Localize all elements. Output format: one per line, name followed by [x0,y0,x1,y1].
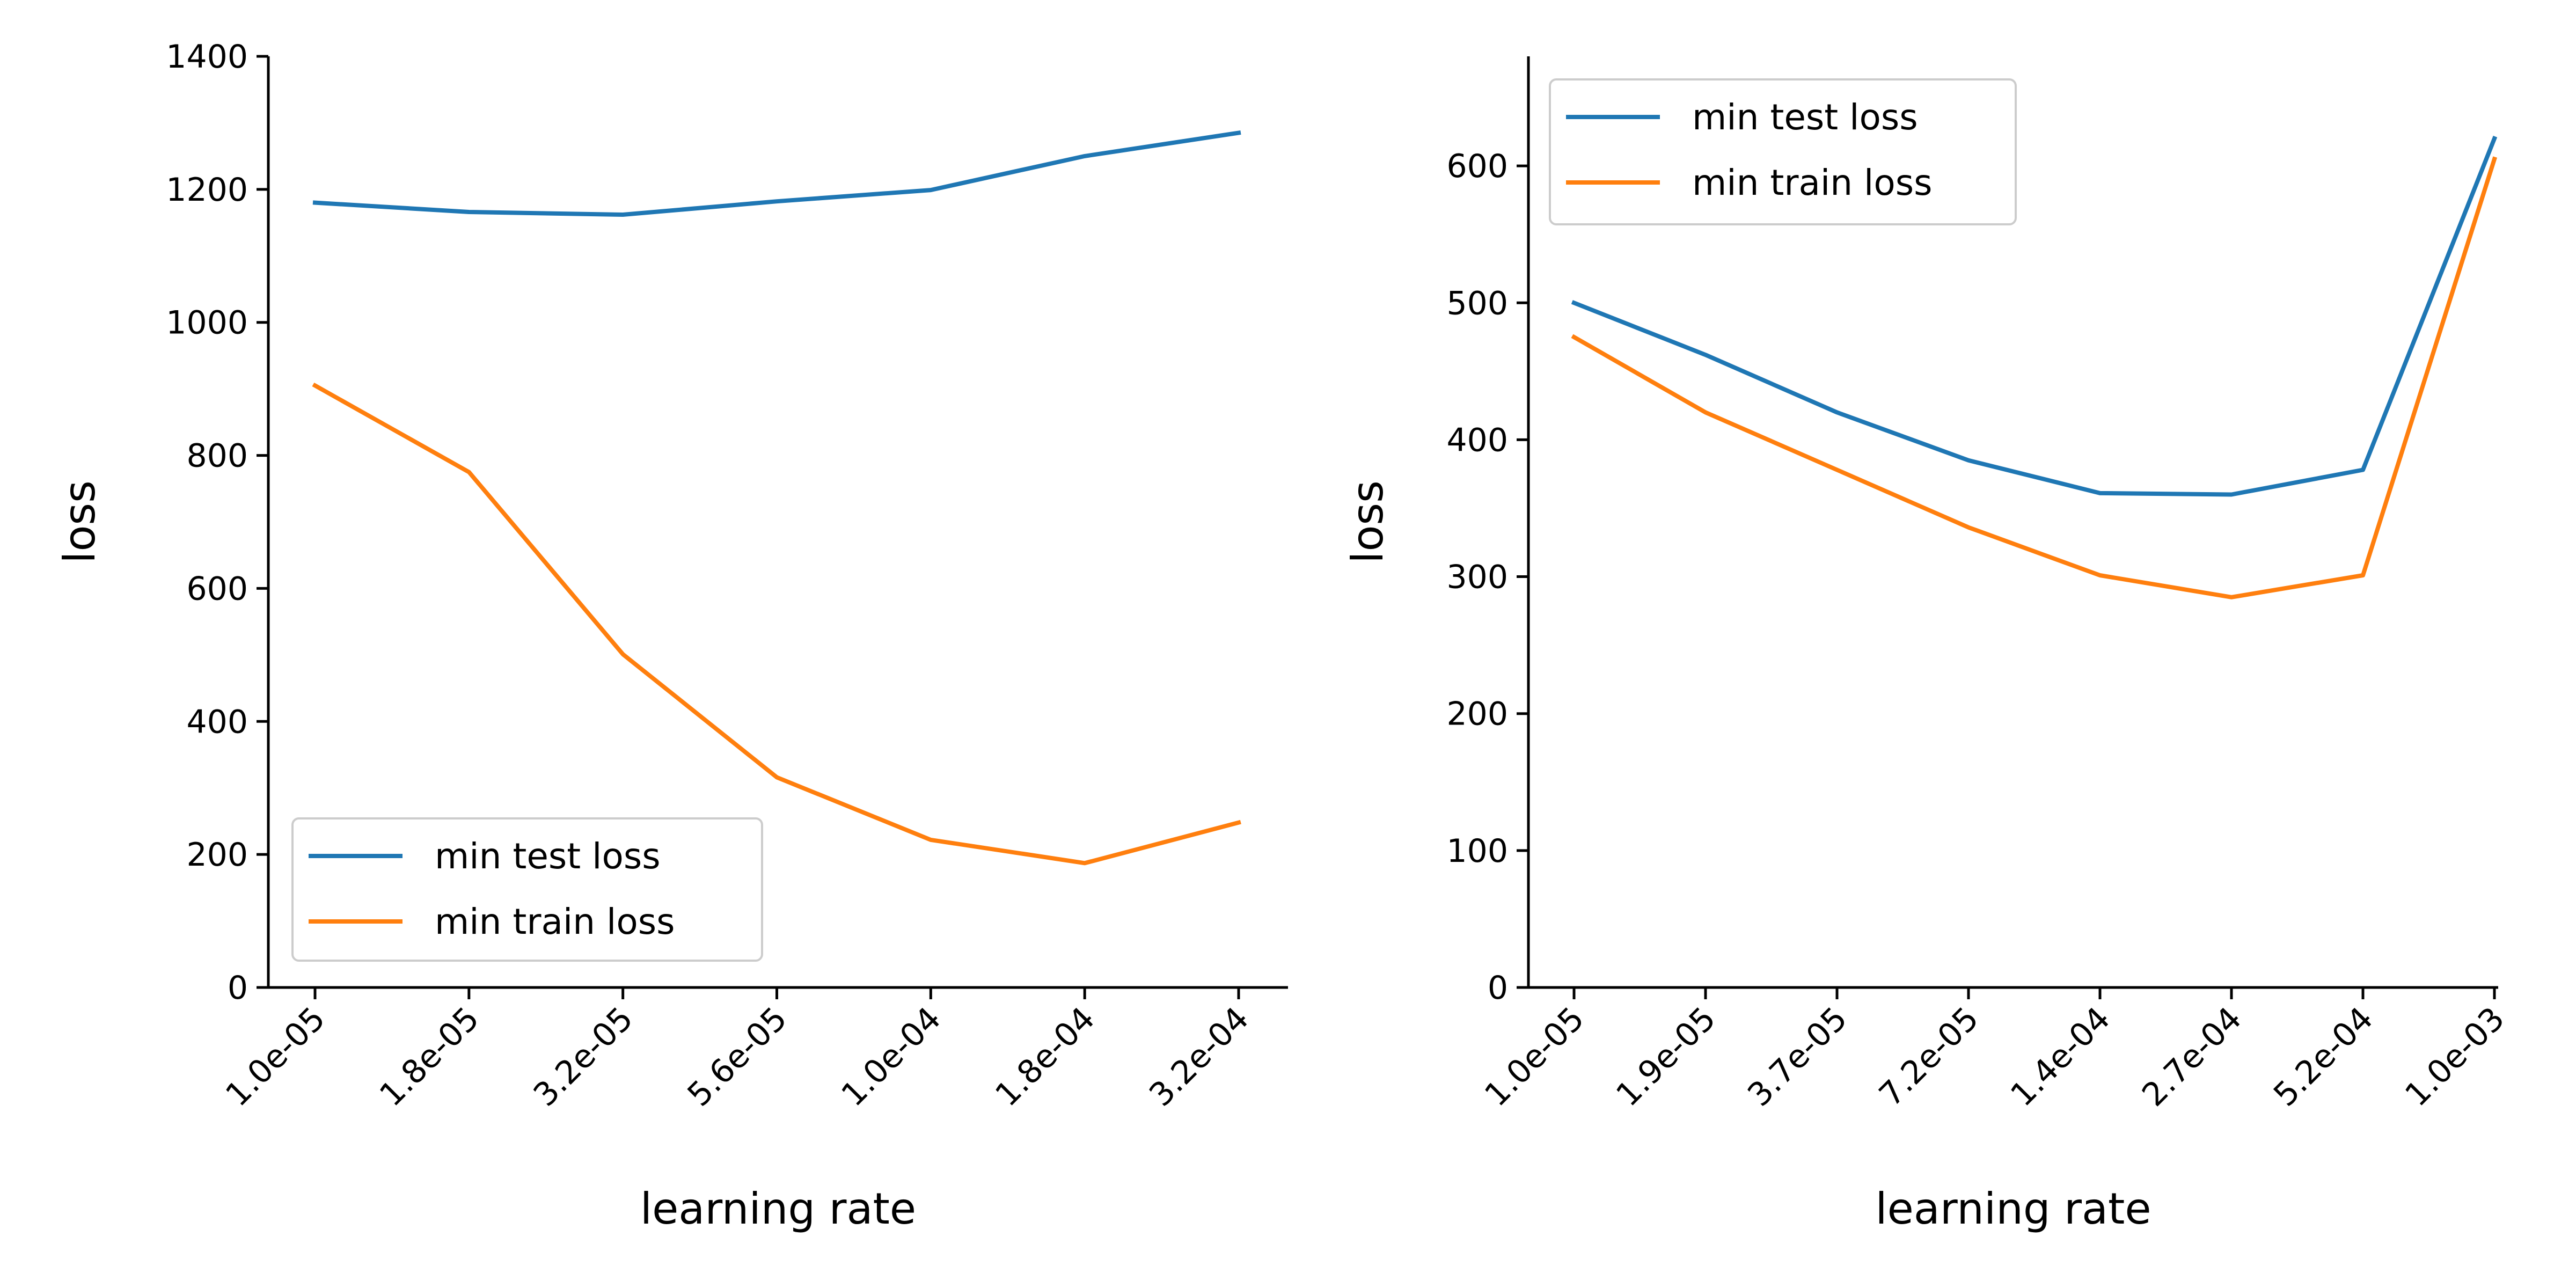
x-tick-label: 1.0e-04 [835,1000,948,1114]
y-tick-label: 1400 [166,38,248,76]
x-tick-label: 2.7e-04 [2135,1000,2249,1114]
y-axis-label: loss [55,480,105,564]
series-line-min-train-loss [1571,156,2498,599]
x-tick-label: 1.0e-05 [1477,1000,1591,1114]
y-tick-label: 0 [1488,969,1508,1007]
legend-frame [1549,78,2017,225]
y-tick-label: 300 [1446,559,1508,596]
legend-entry: min test loss [1692,97,1918,138]
series-line-min-test-loss [1571,135,2498,497]
x-tick-label: 1.8e-04 [988,1000,1102,1114]
legend: min test loss min train loss [291,817,763,962]
x-tick-label: 1.0e-03 [2398,1000,2512,1114]
legend-entry: min train loss [1692,162,1933,203]
legend-frame [291,817,763,962]
x-tick-label: 3.7e-05 [1740,1000,1854,1114]
x-axis-label: learning rate [640,1184,916,1234]
chart-panel-2: 0 100 200 300 400 500 600 1.0e-05 1.9e-05 3.7e-05… [1343,56,2512,1234]
y-tick-label: 0 [228,969,248,1007]
series-line-min-test-loss [312,130,1241,217]
y-tick-label: 600 [186,570,248,608]
x-axis-label: learning rate [1875,1184,2151,1234]
y-tick-label: 1000 [166,304,248,342]
y-axis-label: loss [1343,480,1393,564]
x-tick-label: 1.4e-04 [2003,1000,2117,1114]
y-tick-label: 800 [186,437,248,475]
y-tick-label: 200 [1446,696,1508,733]
x-tick-label: 5.6e-05 [680,1000,794,1114]
x-tick-label: 3.2e-05 [526,1000,640,1114]
x-tick-label: 5.2e-04 [2266,1000,2380,1114]
y-tick-label: 600 [1446,148,1508,185]
legend-entry: min test loss [435,836,661,877]
y-tick-label: 400 [186,703,248,741]
chart-panel-1: 0 200 400 600 800 1000 1200 1400 1.0e-05 1.8e-05 3… [55,38,1288,1234]
y-tick-label: 500 [1446,284,1508,322]
x-tick-label: 3.2e-04 [1142,1000,1256,1114]
series-line-min-train-loss [312,382,1241,866]
x-tick-label: 1.8e-05 [372,1000,486,1114]
x-tick-label: 1.9e-05 [1609,1000,1723,1114]
y-tick-label: 400 [1446,421,1508,459]
legend-entry: min train loss [435,901,675,942]
x-tick-label: 1.0e-05 [218,1000,332,1114]
legend: min test loss min train loss [1549,78,2017,225]
y-tick-label: 1200 [166,171,248,209]
y-tick-label: 100 [1446,832,1508,870]
x-tick-label: 7.2e-05 [1872,1000,1986,1114]
y-tick-label: 200 [186,836,248,874]
